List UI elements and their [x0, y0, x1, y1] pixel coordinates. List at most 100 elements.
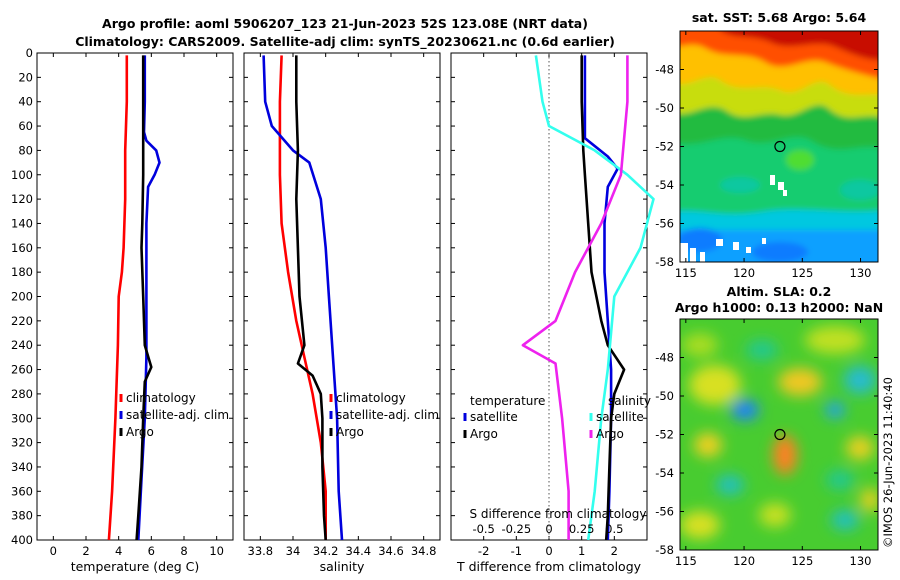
figure-title-line1: Argo profile: aoml 5906207_123 21-Jun-20…	[102, 16, 588, 32]
sla-map-panel: Altim. SLA: 0.2 Argo h1000: 0.13 h2000: …	[655, 284, 883, 568]
legend-label: climatology	[336, 391, 406, 405]
y-tick-label: 400	[11, 533, 33, 547]
sla-argo-marker	[774, 428, 786, 441]
series-line-t-argo	[580, 55, 626, 541]
x-tick-label: 34	[286, 544, 301, 558]
series-line-argo	[135, 55, 153, 541]
series-line-s-argo	[521, 55, 629, 540]
x-tick-label: -2	[478, 544, 489, 558]
secondary-x-tick-label: 0.5	[605, 522, 623, 536]
legend-label: satellite	[596, 410, 644, 424]
y-tick-label: 300	[11, 411, 33, 425]
x-axis-label: temperature (deg C)	[71, 559, 200, 574]
y-tick-label: 100	[11, 168, 33, 182]
y-tick-label: 80	[18, 143, 33, 157]
x-axis-label: salinity	[320, 559, 365, 574]
map-y-tick-label: -50	[655, 101, 674, 115]
sla-heatmap	[680, 319, 878, 550]
difference-profile-panel: -2 -1 0 1 2T difference from climatology temp…	[450, 52, 655, 574]
y-tick-label: 140	[11, 216, 33, 230]
map-x-tick-label: 120	[733, 266, 755, 280]
legend-label: Argo	[126, 425, 154, 439]
map-x-tick-label: 115	[675, 266, 697, 280]
secondary-x-tick-label: 0.25	[569, 522, 595, 536]
legend-label: Argo	[336, 425, 364, 439]
secondary-x-tick-label: -0.25	[501, 522, 531, 536]
y-tick-label: 120	[11, 192, 33, 206]
map-y-tick-label: -52	[655, 428, 674, 442]
map-x-tick-label: 130	[850, 554, 872, 568]
x-tick-label: 6	[148, 544, 155, 558]
map-y-tick-label: -56	[655, 505, 674, 519]
x-tick-label: 1	[578, 544, 585, 558]
sla-map-subtitle: Argo h1000: 0.13 h2000: NaN	[675, 300, 883, 315]
y-tick-label: 360	[11, 484, 33, 498]
x-tick-label: 2	[82, 544, 89, 558]
legend-label: climatology	[126, 391, 196, 405]
sla-map-axes: 115 120 125 130 -48 -50 -52 -54 -56 -58	[655, 319, 878, 568]
x-tick-label: 34.6	[378, 544, 404, 558]
y-tick-label: 0	[26, 46, 33, 60]
y-tick-label: 20	[18, 70, 33, 84]
sst-argo-marker	[774, 140, 786, 153]
sst-map-axes: 115 120 125 130 -48 -50 -52 -54 -56 -58	[655, 31, 878, 280]
x-tick-label: 2	[611, 544, 618, 558]
x-tick-label: 33.8	[248, 544, 274, 558]
x-tick-label: -1	[511, 544, 522, 558]
legend-label: satellite-adj. clim	[336, 408, 439, 422]
legend-label: Argo	[470, 427, 498, 441]
y-tick-label: 160	[11, 241, 33, 255]
map-x-tick-label: 125	[791, 554, 813, 568]
y-tick-label: 60	[18, 119, 33, 133]
map-y-tick-label: -54	[655, 466, 674, 480]
series-line-satellite-adj-clim	[262, 55, 344, 541]
y-tick-label: 380	[11, 509, 33, 523]
map-y-tick-label: -50	[655, 389, 674, 403]
secondary-x-tick-label: 0	[545, 522, 552, 536]
sst-heatmap	[680, 31, 878, 262]
y-tick-label: 180	[11, 265, 33, 279]
y-tick-label: 260	[11, 363, 33, 377]
series-line-s-satellite	[534, 55, 655, 541]
legend-title-temperature: temperature	[470, 394, 545, 408]
legend-label: satellite-adj. clim	[126, 408, 229, 422]
map-y-tick-label: -54	[655, 178, 674, 192]
legend-label: satellite	[470, 410, 518, 424]
y-tick-label: 340	[11, 460, 33, 474]
x-tick-label: 34.4	[346, 544, 372, 558]
legend-title-salinity: salinity	[608, 394, 651, 408]
map-y-tick-label: -56	[655, 217, 674, 231]
temperature-profile-panel: 0 2 4 6 8 10 temperature (deg C) 0 20 40 60 80 100 12…	[11, 46, 234, 574]
x-tick-label: 34.2	[313, 544, 339, 558]
map-y-tick-label: -58	[655, 255, 674, 269]
x-tick-label: 4	[115, 544, 122, 558]
imos-credit: ©IMOS 26-Jun-2023 11:40:40	[881, 377, 895, 548]
plot-frame	[243, 52, 441, 541]
map-x-tick-label: 115	[675, 554, 697, 568]
secondary-x-tick-label: -0.5	[472, 522, 494, 536]
series-line-climatology	[107, 55, 129, 541]
series-line-argo	[294, 55, 327, 541]
sst-map-title: sat. SST: 5.68 Argo: 5.64	[692, 10, 867, 25]
map-y-tick-label: -58	[655, 543, 674, 557]
secondary-x-axis-label: S difference from climatology	[470, 507, 647, 521]
legend-label: Argo	[596, 427, 624, 441]
map-y-tick-label: -48	[655, 351, 674, 365]
y-tick-label: 240	[11, 338, 33, 352]
map-x-tick-label: 120	[733, 554, 755, 568]
y-tick-label: 280	[11, 387, 33, 401]
x-tick-label: 10	[209, 544, 224, 558]
figure-title-line2: Climatology: CARS2009. Satellite-adj cli…	[75, 34, 615, 50]
y-tick-label: 40	[18, 95, 33, 109]
map-y-tick-label: -48	[655, 63, 674, 77]
map-x-tick-label: 125	[791, 266, 813, 280]
y-tick-label: 320	[11, 436, 33, 450]
x-axis-label: T difference from climatology	[456, 559, 642, 574]
salinity-profile-panel: 33.8 34 34.2 34.4 34.6 34.8 salinity climatolog…	[243, 52, 441, 574]
map-y-tick-label: -52	[655, 140, 674, 154]
x-tick-label: 34.8	[411, 544, 437, 558]
x-tick-label: 0	[50, 544, 57, 558]
map-x-tick-label: 130	[850, 266, 872, 280]
sla-map-title: Altim. SLA: 0.2	[727, 284, 832, 299]
